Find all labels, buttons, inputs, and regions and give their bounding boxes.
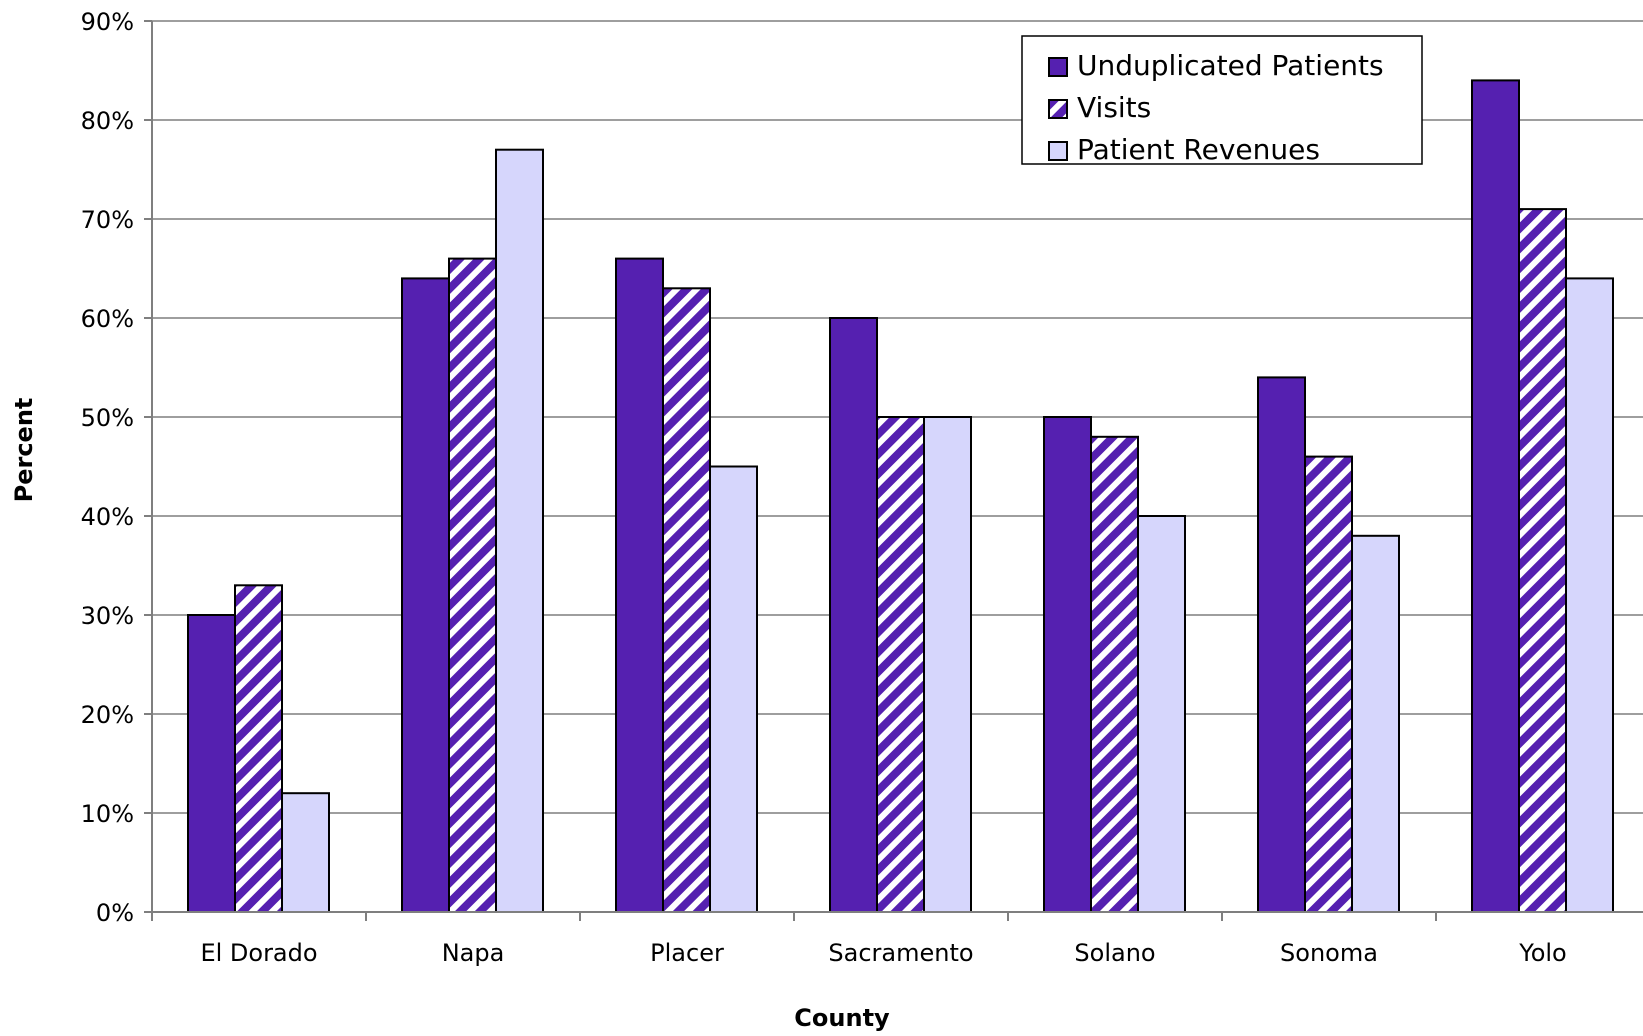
x-tick-label: El Dorado [200, 939, 317, 967]
legend-swatch [1048, 141, 1068, 161]
bar-patient-revenues-placer [709, 465, 758, 913]
bars [187, 79, 1614, 914]
bar-unduplicated-patients-el-dorado [187, 614, 236, 913]
y-tick-label: 10% [81, 800, 134, 828]
x-tick-label: Placer [650, 939, 724, 967]
legend-label: Patient Revenues [1077, 133, 1320, 166]
y-tick-label: 0% [96, 899, 134, 927]
x-tick-label: Yolo [1518, 939, 1567, 967]
y-tick-label: 70% [81, 206, 134, 234]
bar-visits-napa [448, 257, 497, 914]
bar-unduplicated-patients-solano [1043, 416, 1092, 913]
legend-swatch [1048, 57, 1068, 77]
bar-patient-revenues-sacramento [923, 416, 972, 913]
bar-visits-solano [1090, 435, 1139, 913]
bar-visits-sacramento [876, 416, 925, 913]
legend-label: Visits [1077, 91, 1151, 124]
legend-label: Unduplicated Patients [1077, 49, 1384, 82]
x-axis-ticks: El Dorado Napa Placer Sacramento Solano Sonom… [151, 912, 1567, 967]
bar-patient-revenues-sonoma [1351, 534, 1400, 913]
bar-unduplicated-patients-sonoma [1257, 376, 1306, 913]
y-axis-title: Percent [10, 398, 38, 503]
bar-visits-sonoma [1304, 455, 1353, 913]
x-tick-label: Sonoma [1280, 939, 1378, 967]
bar-unduplicated-patients-placer [615, 257, 664, 914]
x-tick-label: Solano [1074, 939, 1155, 967]
bar-unduplicated-patients-sacramento [829, 317, 878, 913]
bar-patient-revenues-solano [1137, 515, 1186, 913]
bar-visits-el-dorado [234, 584, 283, 913]
y-tick-label: 20% [81, 701, 134, 729]
bar-visits-yolo [1518, 208, 1567, 914]
x-axis-title: County [794, 1004, 890, 1032]
y-tick-label: 50% [81, 404, 134, 432]
x-tick-label: Napa [442, 939, 505, 967]
bar-unduplicated-patients-napa [401, 277, 450, 913]
bar-patient-revenues-yolo [1565, 277, 1614, 913]
y-tick-label: 90% [81, 8, 134, 36]
legend: Unduplicated Patients Visits Patient Reven… [1021, 35, 1423, 166]
legend-swatch [1048, 99, 1068, 119]
y-tick-label: 60% [81, 305, 134, 333]
y-tick-label: 40% [81, 503, 134, 531]
x-tick-label: Sacramento [828, 939, 973, 967]
y-tick-label: 80% [81, 107, 134, 135]
y-axis-ticks: 0% 10% 20% 30% 40% 50% 60% 70% 80% 90% [81, 8, 152, 927]
legend-box [1021, 35, 1423, 165]
bar-unduplicated-patients-yolo [1471, 79, 1520, 913]
bar-visits-placer [662, 287, 711, 913]
axes [151, 21, 1643, 913]
bar-patient-revenues-el-dorado [281, 792, 330, 914]
bar-patient-revenues-napa [495, 148, 544, 913]
y-tick-label: 30% [81, 602, 134, 630]
